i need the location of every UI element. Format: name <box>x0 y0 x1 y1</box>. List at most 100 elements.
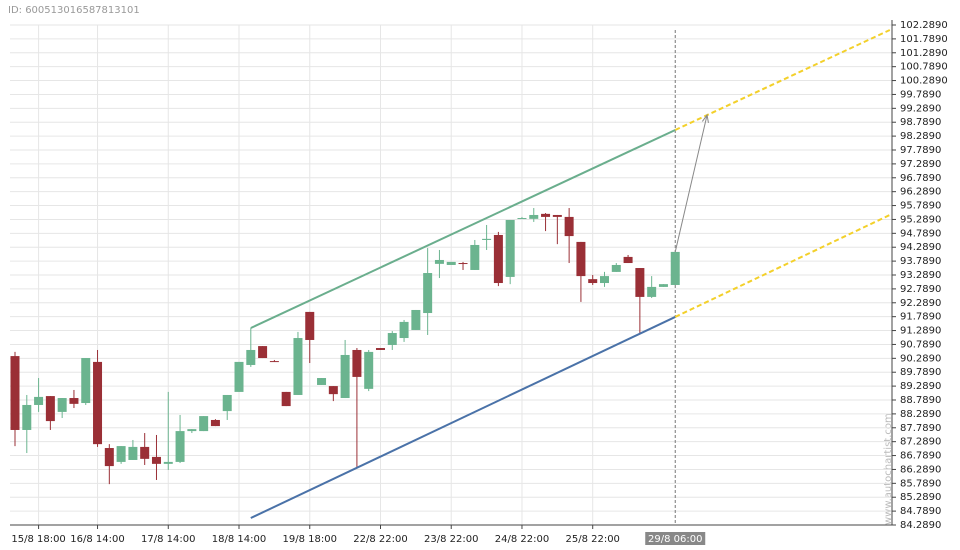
candle-body <box>552 214 562 217</box>
grid <box>10 24 892 526</box>
y-tick-label: 100.7890 <box>900 62 948 73</box>
y-tick-label: 95.7890 <box>900 201 941 212</box>
id-label: ID: 600513016587813101 <box>8 5 140 16</box>
y-tick-label: 89.7890 <box>900 367 941 378</box>
candle-body <box>69 398 79 404</box>
candle-body <box>670 251 680 285</box>
candle-body <box>375 348 385 350</box>
candle-body <box>505 219 515 277</box>
x-tick-label: 17/8 14:00 <box>141 534 195 545</box>
candle-body <box>576 241 586 277</box>
y-tick-label: 85.2890 <box>900 492 941 503</box>
y-tick-label: 96.2890 <box>900 187 941 198</box>
candle-body <box>623 256 633 264</box>
candle-body <box>564 216 574 237</box>
candle-body <box>22 404 32 430</box>
x-tick-label: 15/8 18:00 <box>11 534 65 545</box>
x-tick-label: 19/8 18:00 <box>283 534 337 545</box>
candle-body <box>541 213 551 217</box>
arrow-head <box>701 113 709 123</box>
candle-body <box>199 416 209 432</box>
y-tick-label: 91.7890 <box>900 312 941 323</box>
candle-body <box>10 356 20 430</box>
y-tick-label: 99.2890 <box>900 103 941 114</box>
candle-body <box>104 448 114 467</box>
candle-body <box>57 398 67 412</box>
y-tick-label: 86.7890 <box>900 451 941 462</box>
candle-body <box>529 214 539 219</box>
candle-body <box>140 446 150 459</box>
candle-body <box>647 286 657 297</box>
candle-body <box>658 284 668 287</box>
y-tick-label: 88.2890 <box>900 409 941 420</box>
y-tick-label: 87.7890 <box>900 423 941 434</box>
y-tick-label: 88.7890 <box>900 395 941 406</box>
candle-body <box>246 349 256 365</box>
candle-body <box>317 378 327 385</box>
candle-body <box>611 264 621 272</box>
candle-body <box>635 268 645 297</box>
x-tick-label: 18/8 14:00 <box>212 534 266 545</box>
candle-body <box>210 419 220 427</box>
candle-body <box>293 338 303 395</box>
candle-body <box>600 276 609 284</box>
y-tick-label: 85.7890 <box>900 478 941 489</box>
y-tick-label: 99.7890 <box>900 89 941 100</box>
forecast-arrow <box>674 114 708 253</box>
y-tick-label: 98.2890 <box>900 131 941 142</box>
y-tick-label: 94.7890 <box>900 228 941 239</box>
y-tick-label: 84.2890 <box>900 520 941 531</box>
candle-body <box>163 461 173 464</box>
candle-body <box>305 311 315 340</box>
candle-body <box>399 321 409 339</box>
candle-body <box>364 351 374 389</box>
channel-line <box>250 316 676 519</box>
candle-body <box>45 396 55 422</box>
candle-body <box>423 273 433 314</box>
x-tick-label: 24/8 22:00 <box>495 534 549 545</box>
x-tick-label: 25/8 22:00 <box>565 534 619 545</box>
y-tick-label: 101.2890 <box>900 48 948 59</box>
candle-body <box>387 333 397 345</box>
candle-body <box>352 349 362 377</box>
candle-body <box>340 354 350 399</box>
y-tick-label: 92.7890 <box>900 284 941 295</box>
y-tick-label: 100.2890 <box>900 76 948 87</box>
y-tick-label: 94.2890 <box>900 242 941 253</box>
y-tick-label: 90.2890 <box>900 353 941 364</box>
y-tick-label: 102.2890 <box>900 20 948 31</box>
candle-body <box>269 361 279 363</box>
candle-body <box>34 396 44 405</box>
candle-body <box>93 361 103 445</box>
candle-body <box>175 431 185 462</box>
channel-line <box>674 214 891 318</box>
candle-body <box>446 261 456 265</box>
y-tick-label: 96.7890 <box>900 173 941 184</box>
y-tick-label: 87.2890 <box>900 437 941 448</box>
candle-body <box>151 456 161 464</box>
y-tick-label: 89.2890 <box>900 381 941 392</box>
channel-line <box>250 129 676 329</box>
candle-body <box>281 391 291 407</box>
candle-body <box>258 346 268 359</box>
candle-body <box>588 279 598 284</box>
x-tick-label: 16/8 14:00 <box>70 534 124 545</box>
x-tick-label: 23/8 22:00 <box>424 534 478 545</box>
crosshair-label-bg <box>645 532 706 545</box>
y-tick-label: 90.7890 <box>900 339 941 350</box>
y-tick-label: 84.7890 <box>900 506 941 517</box>
y-tick-label: 91.2890 <box>900 326 941 337</box>
y-tick-label: 101.7890 <box>900 34 948 45</box>
x-tick-label: 22/8 22:00 <box>353 534 407 545</box>
candle-body <box>128 446 138 460</box>
crosshair-label: 29/8 06:00 <box>648 534 702 545</box>
candle-body <box>493 234 503 284</box>
candle-body <box>482 238 492 240</box>
candle-body <box>470 244 480 270</box>
candle-body <box>187 429 197 432</box>
candle-body <box>116 446 126 462</box>
candle-body <box>81 358 91 404</box>
y-tick-label: 95.2890 <box>900 214 941 225</box>
y-tick-label: 97.7890 <box>900 145 941 156</box>
